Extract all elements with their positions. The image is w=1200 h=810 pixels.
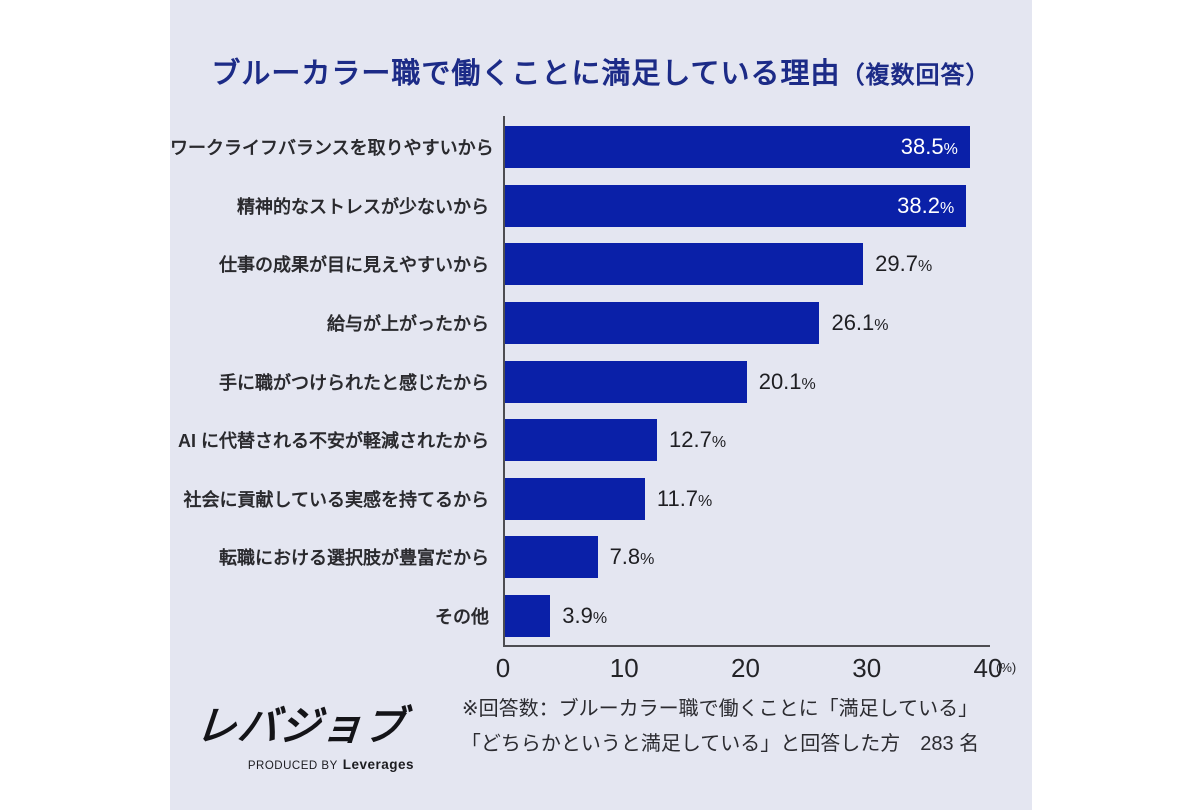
category-label: その他 <box>435 606 489 627</box>
bar-track: 12.7% <box>503 419 988 462</box>
category-label: 転職における選択肢が豊富だから <box>219 548 489 569</box>
value-label: 3.9% <box>562 603 607 629</box>
bar <box>503 419 657 462</box>
value-number: 26.1 <box>831 309 875 335</box>
category-label: 手に職がつけられたと感じたから <box>219 372 489 393</box>
chart-title-suffix: （複数回答） <box>840 62 991 89</box>
bar: 38.5% <box>503 126 970 169</box>
footer: レバジョブ PRODUCED BY Leverages ※回答数：ブルーカラー職… <box>170 692 1032 774</box>
category-label: AI に代替される不安が軽減されたから <box>178 431 489 452</box>
value-label: 7.8% <box>610 544 655 570</box>
value-number: 20.1 <box>758 368 802 394</box>
bar-track: 38.5% <box>503 126 988 169</box>
value-number: 7.8 <box>609 544 641 570</box>
footnote-line-1: ※回答数：ブルーカラー職で働くことに「満足している」 <box>461 698 979 720</box>
produced-by-line: PRODUCED BY Leverages <box>196 756 414 774</box>
percent-sign: % <box>801 375 816 393</box>
bar <box>503 360 747 403</box>
bar-row: 転職における選択肢が豊富だから 7.8% <box>170 528 988 587</box>
value-label: 29.7% <box>875 251 932 277</box>
percent-sign: % <box>640 551 655 569</box>
value-label: 20.1% <box>759 369 816 395</box>
bar-rows: ワークライフバランスを取りやすいから 38.5% 精神的なストレスが少ないから 38.… <box>170 118 988 645</box>
value-label: 12.7% <box>669 427 726 453</box>
bar-row: その他 3.9% <box>170 587 988 646</box>
percent-sign: % <box>943 141 958 159</box>
x-tick-label: 0 <box>495 653 511 683</box>
x-axis-ticks: (%) 0 10 20 30 40 <box>496 653 1016 687</box>
bar-track: 3.9% <box>503 594 988 637</box>
value-number: 38.5 <box>900 134 944 160</box>
bar-row: 精神的なストレスが少ないから 38.2% <box>170 177 988 236</box>
value-label: 38.2% <box>897 193 966 219</box>
bar <box>503 301 820 344</box>
value-number: 3.9 <box>562 602 593 628</box>
brand-name: Leverages <box>342 757 414 772</box>
x-axis-unit-label: (%) <box>996 660 1017 675</box>
bar <box>503 243 864 286</box>
logo-wordmark: レバジョブ <box>193 703 408 749</box>
bar-track: 38.2% <box>503 184 988 227</box>
x-tick-label: 10 <box>609 653 639 683</box>
category-label: 給与が上がったから <box>327 313 489 334</box>
category-label: 社会に貢献している実感を持てるから <box>183 489 489 510</box>
value-number: 38.2 <box>897 192 940 218</box>
brand-logo: レバジョブ PRODUCED BY Leverages <box>193 692 414 774</box>
bar: 38.2% <box>503 184 967 227</box>
bar-track: 11.7% <box>503 477 988 520</box>
value-label: 26.1% <box>831 310 888 336</box>
bar-row: 手に職がつけられたと感じたから 20.1% <box>170 352 988 411</box>
bar-chart: ワークライフバランスを取りやすいから 38.5% 精神的なストレスが少ないから 38.… <box>170 116 1032 683</box>
category-label: 精神的なストレスが少ないから <box>237 196 489 217</box>
bar-row: AI に代替される不安が軽減されたから 12.7% <box>170 411 988 470</box>
bar-track: 29.7% <box>503 243 988 286</box>
category-label: ワークライフバランスを取りやすいから <box>170 138 494 159</box>
bar-track: 26.1% <box>503 301 988 344</box>
percent-sign: % <box>917 258 933 276</box>
y-axis-line <box>503 116 505 647</box>
chart-title-main: ブルーカラー職で働くことに満足している理由 <box>211 58 841 90</box>
x-axis-line <box>503 645 990 647</box>
bar-row: 仕事の成果が目に見えやすいから 29.7% <box>170 235 988 294</box>
bar-row: 社会に貢献している実感を持てるから 11.7% <box>170 469 988 528</box>
produced-by-label: PRODUCED BY <box>247 760 338 772</box>
footnote-line-2: 「どちらかというと満足している」と回答した方 283 名 <box>460 733 980 755</box>
value-label: 38.5% <box>901 134 970 160</box>
x-tick-label: 30 <box>852 653 882 683</box>
percent-sign: % <box>874 316 889 334</box>
percent-sign: % <box>592 609 608 627</box>
value-number: 12.7 <box>668 427 712 453</box>
x-tick-label: 40 <box>973 653 1003 683</box>
category-label: 仕事の成果が目に見えやすいから <box>219 255 489 276</box>
x-tick-label: 20 <box>731 653 760 683</box>
percent-sign: % <box>939 199 955 217</box>
bar <box>503 594 551 637</box>
footnote: ※回答数：ブルーカラー職で働くことに「満足している」 「どちらかというと満足して… <box>414 692 1032 762</box>
value-label: 11.7% <box>657 486 712 512</box>
infographic-card: ブルーカラー職で働くことに満足している理由（複数回答） ワークライフバランスを取… <box>170 0 1032 810</box>
bar <box>503 477 645 520</box>
bar-track: 7.8% <box>503 536 988 579</box>
percent-sign: % <box>698 492 713 510</box>
chart-title: ブルーカラー職で働くことに満足している理由（複数回答） <box>170 50 1032 92</box>
bar-row: ワークライフバランスを取りやすいから 38.5% <box>170 118 988 177</box>
bar <box>503 536 598 579</box>
percent-sign: % <box>711 434 727 452</box>
bar-row: 給与が上がったから 26.1% <box>170 294 988 353</box>
value-number: 29.7 <box>875 251 918 277</box>
value-number: 11.7 <box>656 485 699 511</box>
bar-track: 20.1% <box>503 360 988 403</box>
